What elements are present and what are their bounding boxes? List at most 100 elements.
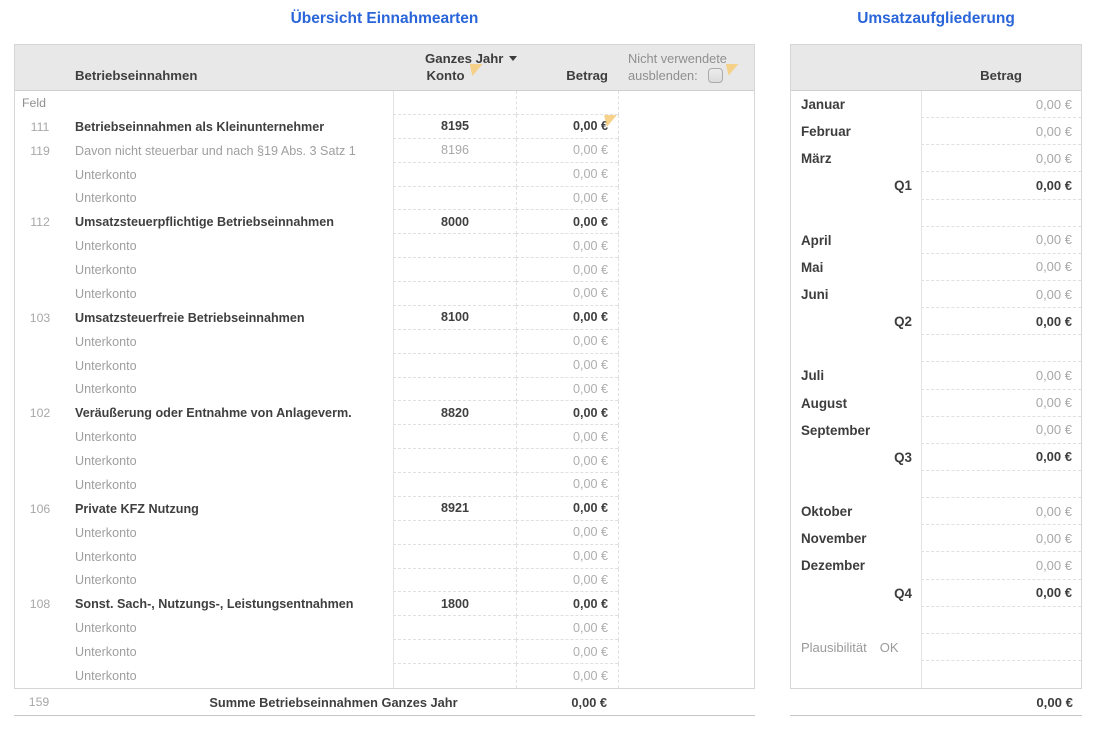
betrag-cell[interactable]: 0,00 € — [516, 210, 618, 235]
feld-number: 111 — [30, 119, 50, 134]
empty-cell — [618, 520, 754, 545]
betrag-cell[interactable]: 0,00 € — [921, 253, 1081, 281]
betrag-cell[interactable]: 0,00 € — [516, 473, 618, 497]
table-row: November 0,00 € — [791, 525, 1081, 553]
row-label: Unterkonto — [75, 645, 137, 660]
betrag-cell[interactable]: 0,00 € — [516, 544, 618, 569]
betrag-cell[interactable]: 0,00 € — [516, 377, 618, 402]
betrag-value: 0,00 € — [572, 286, 608, 301]
left-table-title: Übersicht Einnahmearten — [290, 10, 479, 27]
betrag-cell[interactable]: 0,00 € — [516, 616, 618, 641]
konto-cell[interactable]: 8195 — [393, 114, 516, 139]
betrag-cell[interactable]: 0,00 € — [516, 425, 618, 450]
konto-cell[interactable] — [393, 353, 516, 378]
betrag-cell[interactable]: 0,00 € — [921, 91, 1081, 119]
header-betrag-column: Betrag — [516, 45, 618, 90]
comment-flag-icon[interactable] — [725, 63, 739, 76]
konto-cell[interactable] — [393, 186, 516, 211]
betrag-cell[interactable]: 0,00 € — [516, 282, 618, 306]
betrag-cell[interactable]: 0,00 € — [921, 443, 1081, 471]
betrag-cell[interactable]: 0,00 € — [516, 305, 618, 330]
table-row: Oktober 0,00 € — [791, 498, 1081, 526]
konto-cell[interactable] — [393, 664, 516, 688]
betrag-cell[interactable]: 0,00 € — [516, 640, 618, 664]
betrag-cell[interactable]: 0,00 € — [516, 162, 618, 187]
betrag-cell[interactable]: 0,00 € — [516, 258, 618, 282]
betrag-cell[interactable]: 0,00 € — [921, 280, 1081, 309]
chevron-down-icon — [509, 56, 518, 61]
betrag-cell[interactable]: 0,00 € — [516, 114, 618, 139]
row-label: Unterkonto — [75, 430, 137, 445]
konto-cell[interactable] — [393, 473, 516, 497]
sum-betrag-value[interactable]: 0,00 € — [571, 694, 607, 710]
konto-cell[interactable] — [393, 282, 516, 306]
betrag-value: 0,00 € — [572, 334, 608, 349]
hide-unused-checkbox[interactable] — [707, 68, 723, 83]
betrag-cell[interactable]: 0,00 € — [921, 416, 1081, 444]
betrag-value: 0,00 € — [572, 190, 608, 205]
konto-cell[interactable]: 8100 — [393, 305, 516, 330]
header-month-column — [791, 45, 921, 90]
betrag-cell[interactable]: 0,00 € — [921, 145, 1081, 173]
empty-cell — [618, 353, 754, 378]
income-overview-table: Betriebseinnahmen Ganzes Jahr Konto Betr… — [14, 44, 755, 689]
betrag-cell[interactable]: 0,00 € — [516, 568, 618, 593]
konto-cell[interactable]: 8196 — [393, 138, 516, 163]
betrag-cell[interactable]: 0,00 € — [516, 664, 618, 688]
period-label: Q2 — [894, 314, 912, 330]
feld-number — [15, 425, 65, 449]
betrag-cell[interactable]: 0,00 € — [921, 525, 1081, 553]
period-dropdown[interactable]: Ganzes Jahr — [393, 50, 518, 67]
table-row: Plausibilität OK — [791, 633, 1081, 661]
betrag-cell[interactable]: 0,00 € — [516, 138, 618, 163]
konto-cell[interactable]: 8820 — [393, 401, 516, 426]
konto-cell[interactable] — [393, 91, 516, 115]
konto-cell[interactable] — [393, 544, 516, 569]
betrag-cell[interactable]: 0,00 € — [516, 186, 618, 211]
betrag-cell[interactable]: 0,00 € — [921, 362, 1081, 390]
betrag-cell[interactable]: 0,00 € — [516, 592, 618, 617]
betrag-cell[interactable]: 0,00 € — [921, 226, 1081, 254]
betrag-value: 0,00 € — [572, 501, 608, 516]
betrag-cell[interactable]: 0,00 € — [921, 579, 1081, 607]
konto-cell[interactable] — [393, 234, 516, 259]
table-row: Q1 0,00 € — [791, 172, 1081, 200]
konto-cell[interactable] — [393, 258, 516, 282]
betrag-cell[interactable]: 0,00 € — [921, 498, 1081, 526]
table-row: Juni 0,00 € — [791, 280, 1081, 309]
konto-cell[interactable] — [393, 162, 516, 187]
betrag-cell[interactable]: 0,00 € — [921, 172, 1081, 200]
konto-cell[interactable] — [393, 616, 516, 641]
betrag-cell[interactable] — [516, 91, 618, 115]
konto-cell[interactable] — [393, 520, 516, 545]
konto-cell[interactable]: 8000 — [393, 210, 516, 235]
betrag-cell[interactable]: 0,00 € — [921, 118, 1081, 146]
konto-cell[interactable] — [393, 425, 516, 450]
betrag-cell[interactable]: 0,00 € — [516, 353, 618, 378]
period-label — [791, 607, 921, 634]
betrag-cell[interactable]: 0,00 € — [516, 520, 618, 545]
row-label: Umsatzsteuerpflichtige Betriebseinnahmen — [75, 215, 334, 230]
konto-cell[interactable] — [393, 329, 516, 354]
sum-betrag-value[interactable]: 0,00 € — [1036, 694, 1073, 710]
betrag-cell[interactable]: 0,00 € — [921, 308, 1081, 336]
betrag-cell[interactable]: 0,00 € — [516, 401, 618, 426]
betrag-cell[interactable]: 0,00 € — [516, 449, 618, 473]
konto-cell[interactable]: 1800 — [393, 592, 516, 617]
konto-cell[interactable] — [393, 640, 516, 664]
konto-cell[interactable] — [393, 568, 516, 593]
row-label: Unterkonto — [75, 573, 137, 588]
betrag-cell[interactable]: 0,00 € — [921, 389, 1081, 417]
konto-cell[interactable] — [393, 449, 516, 473]
revenue-breakdown-table: Betrag Januar 0,00 € Februar 0,00 € März 0,00… — [790, 44, 1082, 689]
betrag-cell[interactable]: 0,00 € — [921, 552, 1081, 580]
comment-flag-icon[interactable] — [469, 64, 483, 76]
betrag-cell[interactable]: 0,00 € — [516, 234, 618, 259]
empty-cell — [618, 496, 754, 521]
betrag-cell[interactable]: 0,00 € — [516, 329, 618, 354]
betrag-cell[interactable] — [921, 633, 1081, 661]
left-table-body: Feld 111 Betriebseinnahmen als Kleinuntern… — [15, 91, 754, 688]
betrag-cell[interactable]: 0,00 € — [516, 496, 618, 521]
konto-cell[interactable] — [393, 377, 516, 402]
konto-cell[interactable]: 8921 — [393, 496, 516, 521]
